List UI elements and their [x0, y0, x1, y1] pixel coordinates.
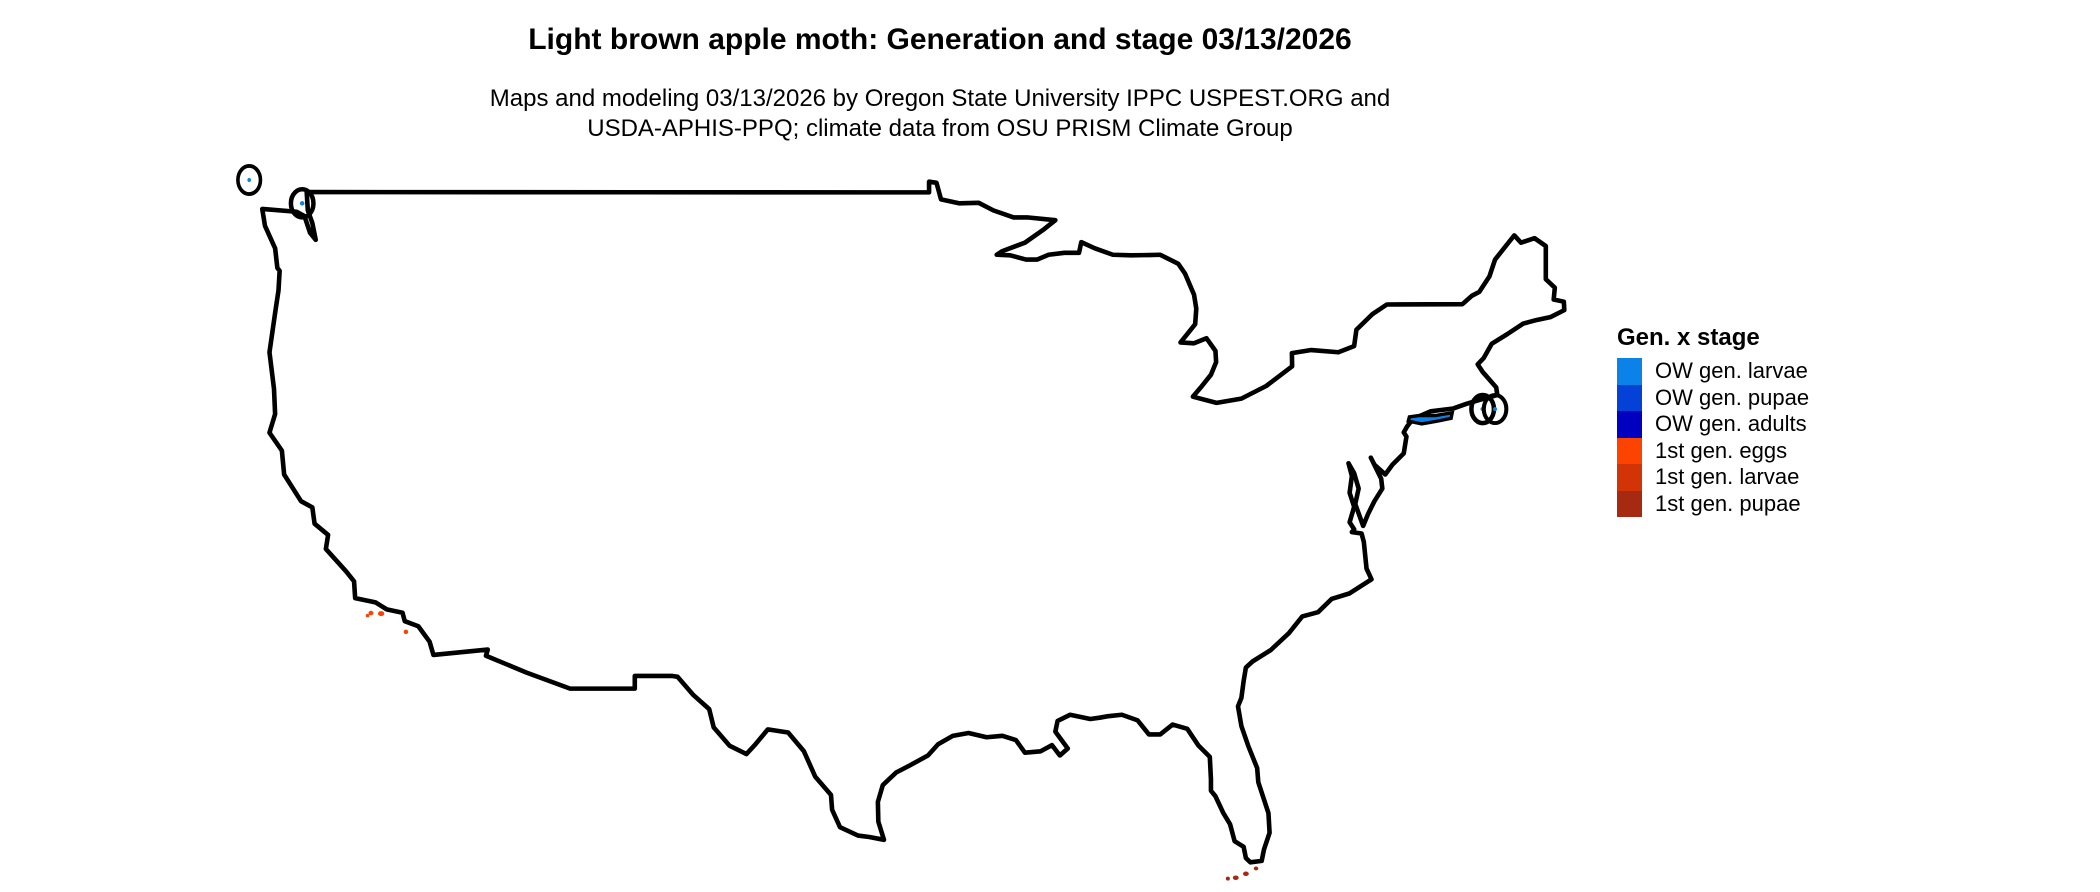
- map-zone-socal-eggs: [348, 521, 463, 654]
- legend-swatch-1st-eggs: [1617, 437, 1642, 464]
- map-zone-ow-pupae: [436, 524, 1370, 887]
- long-island: [236, 163, 1509, 424]
- legend-item-ow-adults: OW gen. adults: [1617, 411, 1809, 438]
- map-zone-ca-coast-sierra-pupae: [272, 406, 434, 594]
- legend-label-ow-pupae: OW gen. pupae: [1655, 384, 1810, 410]
- header: Light brown apple moth: Generation and s…: [0, 24, 1880, 144]
- legend-swatch-ow-adults: [1617, 411, 1642, 438]
- map-zone-larvae: [481, 642, 1263, 887]
- legend-label-1st-eggs: 1st gen. eggs: [1655, 437, 1788, 463]
- legend-item-ow-larvae: OW gen. larvae: [1617, 358, 1809, 385]
- map-zone-1st-pupae: [829, 813, 1263, 887]
- state-borders: [274, 192, 1480, 728]
- legend-item-ow-pupae: OW gen. pupae: [1617, 384, 1810, 411]
- legend: Gen. x stage OW gen. larvae OW gen. pupa…: [1617, 325, 1809, 517]
- us-phenology-map: [200, 125, 1620, 887]
- map-subtitle: Maps and modeling 03/13/2026 by Oregon S…: [0, 84, 1880, 144]
- map-zone-sierra-adults: [281, 428, 743, 743]
- legend-item-1st-eggs: 1st gen. eggs: [1617, 437, 1809, 464]
- legend-label-1st-pupae: 1st gen. pupae: [1655, 490, 1801, 516]
- map-zone-ow-larvae: [233, 164, 1609, 887]
- legend-swatch-1st-larvae: [1617, 464, 1642, 491]
- legend-title: Gen. x stage: [1617, 324, 1760, 351]
- legend-item-1st-larvae: 1st gen. larvae: [1617, 464, 1809, 491]
- subtitle-line-1: Maps and modeling 03/13/2026 by Oregon S…: [489, 85, 1391, 112]
- legend-label-1st-larvae: 1st gen. larvae: [1655, 464, 1800, 490]
- us-map-svg: [200, 125, 1620, 887]
- us-outline: [262, 182, 1564, 863]
- legend-label-ow-adults: OW gen. adults: [1655, 411, 1807, 437]
- legend-label-ow-larvae: OW gen. larvae: [1655, 358, 1808, 384]
- legend-swatch-ow-pupae: [1617, 384, 1642, 411]
- page-title: Light brown apple moth: Generation and s…: [528, 23, 1352, 56]
- subtitle-line-2: USDA-APHIS-PPQ; climate data from OSU PR…: [587, 115, 1293, 142]
- florida-keys: [1225, 866, 1259, 881]
- legend-item-1st-pupae: 1st gen. pupae: [1617, 490, 1809, 517]
- legend-swatch-1st-pupae: [1617, 490, 1642, 517]
- channel-islands: [365, 610, 409, 635]
- legend-swatch-ow-larvae: [1617, 358, 1642, 385]
